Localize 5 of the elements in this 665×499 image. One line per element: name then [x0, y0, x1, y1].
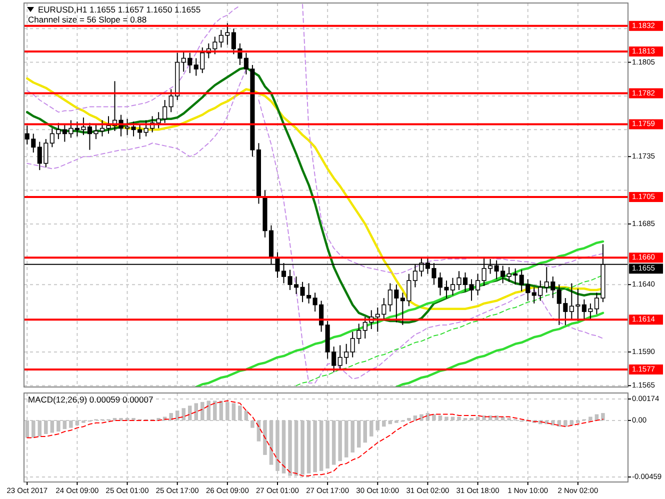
- chart-title: EURUSD,H1 1.1655 1.1657 1.1650 1.1655: [38, 4, 201, 14]
- text: Channel size = 56 Slope = 0.88: [28, 14, 147, 24]
- line-series: [395, 312, 604, 387]
- line-series: [194, 240, 604, 387]
- chart-title: MACD(12,26,9) 0.00059 0.00007: [28, 394, 154, 404]
